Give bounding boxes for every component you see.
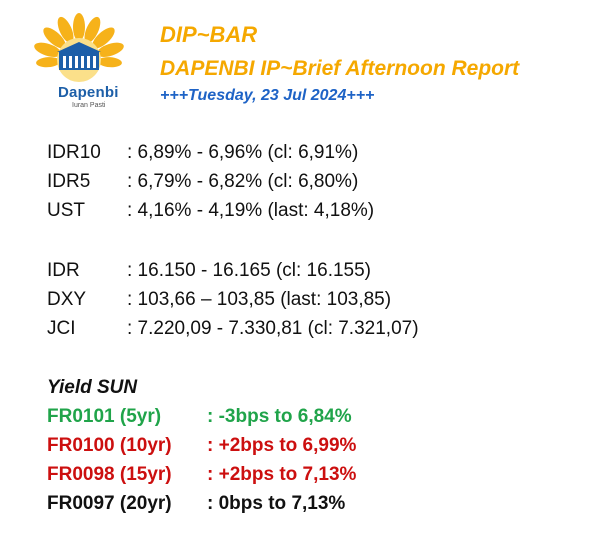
market-label: JCI: [47, 318, 76, 339]
yield-sun-title: Yield SUN: [47, 377, 138, 398]
yield-row-fr0100: FR0100 (10yr) : +2bps to 6,99%: [47, 431, 356, 460]
yield-value: : +2bps to 6,99%: [207, 435, 357, 456]
market-value: : 7.220,09 - 7.330,81 (cl: 7.321,07): [127, 318, 419, 339]
yield-row-fr0097: FR0097 (20yr) : 0bps to 7,13%: [47, 489, 356, 518]
yield-value: : 0bps to 7,13%: [207, 493, 346, 514]
rate-row-ust: UST : 4,16% - 4,19% (last: 4,18%): [47, 196, 374, 225]
yield-row-fr0101: FR0101 (5yr) : -3bps to 6,84%: [47, 402, 356, 431]
rate-label: IDR5: [47, 171, 91, 192]
rate-row-idr5: IDR5 : 6,79% - 6,82% (cl: 6,80%): [47, 167, 374, 196]
rates-block: IDR10 : 6,89% - 6,96% (cl: 6,91%) IDR5 : 6…: [47, 138, 374, 225]
market-value: : 103,66 – 103,85 (last: 103,85): [127, 289, 392, 310]
rate-value: : 4,16% - 4,19% (last: 4,18%): [127, 200, 375, 221]
rate-label: IDR10: [47, 142, 101, 163]
report-subtitle: DAPENBI IP~Brief Afternoon Report: [160, 57, 520, 80]
rate-row-idr10: IDR10 : 6,89% - 6,96% (cl: 6,91%): [47, 138, 374, 167]
yield-label: FR0100 (10yr): [47, 435, 172, 456]
rate-value: : 6,89% - 6,96% (cl: 6,91%): [127, 142, 359, 163]
market-label: DXY: [47, 289, 87, 310]
rate-label: UST: [47, 200, 85, 221]
yield-row-fr0098: FR0098 (15yr) : +2bps to 7,13%: [47, 460, 356, 489]
yield-label: FR0098 (15yr): [47, 464, 172, 485]
market-row-dxy: DXY : 103,66 – 103,85 (last: 103,85): [47, 285, 419, 314]
yield-label: FR0101 (5yr): [47, 406, 162, 427]
market-value: : 16.150 - 16.165 (cl: 16.155): [127, 260, 371, 281]
logo-tagline: Iuran Pasti: [72, 102, 106, 109]
yield-value: : +2bps to 7,13%: [207, 464, 357, 485]
yield-value: : -3bps to 6,84%: [207, 406, 352, 427]
report-date: +++Tuesday, 23 Jul 2024+++: [160, 87, 375, 104]
rate-value: : 6,79% - 6,82% (cl: 6,80%): [127, 171, 359, 192]
market-row-idr: IDR : 16.150 - 16.165 (cl: 16.155): [47, 256, 419, 285]
markets-block: IDR : 16.150 - 16.165 (cl: 16.155) DXY : 1…: [47, 256, 419, 343]
yield-label: FR0097 (20yr): [47, 493, 172, 514]
sunflower-logo-icon: [34, 13, 124, 82]
dapenbi-logo: Dapenbi Iuran Pasti: [14, 10, 144, 110]
market-row-jci: JCI : 7.220,09 - 7.330,81 (cl: 7.321,07): [47, 314, 419, 343]
market-label: IDR: [47, 260, 80, 281]
logo-name: Dapenbi: [58, 84, 119, 101]
yield-sun-block: Yield SUN FR0101 (5yr) : -3bps to 6,84% F…: [47, 374, 356, 518]
report-title: DIP~BAR: [160, 22, 258, 47]
